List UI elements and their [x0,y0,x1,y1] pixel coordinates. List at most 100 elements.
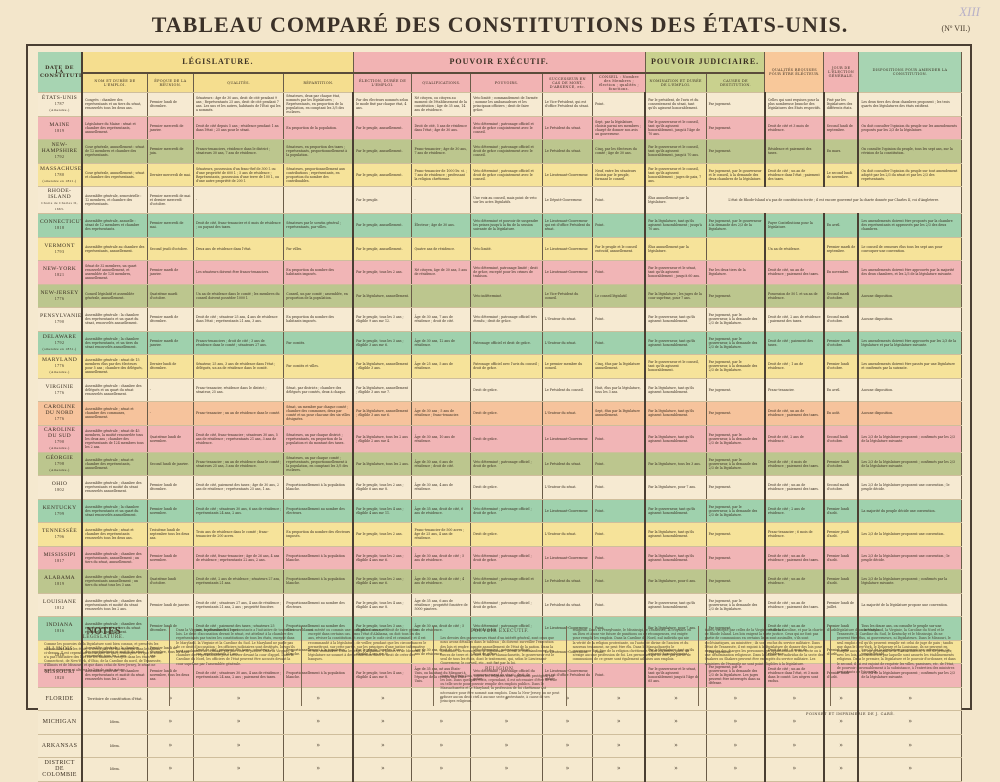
cell-elector-qualifications: Droit de cité, 2 ans de résidence. [764,425,825,453]
constitutions-table-container: DATE DE LA CONSTITUTION. LÉGISLATURE. PO… [38,52,963,782]
cell-placeholder: » [592,734,647,758]
cell-amendments: Aucune disposition. [858,307,963,332]
state-year: 1776 [54,363,65,369]
cell-amendments: On consulte l'opinion du peuple, tous le… [858,139,963,164]
cell-exec-powers: Patronage officiel avec l'avis du consei… [470,354,543,379]
cell-exec-council: Sept, par la législature, choisis parmi … [592,116,647,140]
cell-exec-qualifications: Droit de cité, 5 ans de résidence dans l… [411,116,472,140]
cell-amendments: Les 2/3 de la législature proposent une … [858,475,963,500]
cell-leg-qualifications: Deux ans de résidence dans l'état. [193,237,285,261]
cell-exec-qualifications: Né citoyen, ou citoyen au moment de l'ét… [411,92,472,117]
cell-placeholder: » [470,710,543,735]
table-row: INDIANA 1816 Assemblée générale ; chambre … [38,616,963,641]
state-cell: ILLINOIS 1818 [38,640,84,664]
cell-jud-removal: Par jugement, par le gouverneur, à la de… [706,307,766,332]
cell-elector-qualifications: Droit de cité ; un an de résidence ; pai… [764,475,825,500]
cell-exec-succession: Le Président du sénat. [542,139,594,164]
cell-leg-meeting: - [147,378,194,402]
cell-leg-apportionment: Sénateurs par le scrutin général ; repré… [283,213,355,238]
table-row: TENNESSÉE 1796 Assemblée générale ; sénat … [38,522,963,547]
cell-leg-meeting: Dernier mercredi de mai. [147,163,194,187]
leg-name-subheader: NOM ET DURÉE DE L'EMPLOI. [82,73,148,93]
cell-leg-meeting: Premier lundi de décembre. [147,92,194,117]
cell-leg-meeting: Premier mardi de décembre. [147,307,194,332]
cell-leg-name: Assemblée générale ; sénat et chambre de… [82,401,148,426]
state-name: VERMONT [44,242,75,249]
cell-amendments: On doit consulter l'opinion du peuple su… [858,116,963,140]
cell-exec-powers: Veto limité ; commandement de l'armée ; … [470,92,543,117]
cell-exec-succession: Le Lieutenant-Gouverneur, qui est d'offi… [542,663,594,688]
state-note: (Amendée.) [49,108,70,113]
state-cell: ÉTATS-UNIS 1787 (Amendée.) [38,92,84,117]
cell-placeholder: » [470,757,543,782]
cell-exec-election: Par le peuple, tous les 3 ans ; éligible… [353,331,413,355]
cell-exec-council: Point. [592,499,647,523]
cell-exec-council: Point. [592,213,647,238]
table-body: ÉTATS-UNIS 1787 (Amendée.) Congrès : chambr… [38,92,963,782]
cell-leg-apportionment: En proportion du nombre des habitants im… [283,260,355,285]
cell-elector-qualifications: Droit de cité, un an de résidence ; paie… [764,401,825,426]
table-row: VIRGINIE 1776 Assemblée générale : chambre… [38,378,963,402]
notes-column: ont mérité ou commis une faute ou un cri… [302,626,435,706]
cell-exec-succession: Le Président du sénat. [542,452,594,476]
notes-heading: LÉGISLATURE. [82,635,125,641]
cell-placeholder: » [147,734,194,758]
cell-general-elections: Premier mardi de septembre. [823,237,860,261]
state-note: (Amendée.) [49,445,70,450]
jud-nomination-subheader: NOMINATION ET DURÉE DE L'EMPLOI. [645,73,707,93]
cell-general-elections: En avril. [823,378,860,402]
cell-exec-election: Par le peuple. [353,186,413,214]
cell-leg-name: Assemblée générale, semestrielle : 12 me… [82,186,148,214]
cell-leg-apportionment [283,186,355,214]
cell-exec-council: Le conseil législatif. [592,284,647,308]
state-year: 1798 [54,460,65,466]
elector-qualifications-header: QUALITÉS REQUISES POUR ÊTRE ÉLECTEUR. [764,52,825,93]
cell-exec-succession: Le Lieutenant-Gouverneur. [542,260,594,285]
cell-exec-election: Par la législature, annuellement. [353,284,413,308]
table-row: CONNECTICUT 1818 Assemblée générale, annue… [38,213,963,238]
cell-jud-nomination: Par la législature, pour 7 ans. [645,616,707,641]
cell-leg-name: Assemblée générale : la chambre des repr… [82,307,148,332]
cell-placeholder: » [706,710,766,735]
cell-leg-qualifications: Francs-tenanciers, résidence dans le dis… [193,139,285,164]
cell-amendments: Aucune disposition. [858,284,963,308]
cell-exec-powers: Veto déterminé ; patronage officiel très… [470,307,543,332]
cell-jud-nomination: Par le gouverneur et le conseil, tant qu… [645,139,707,164]
cell-leg-name: Assemblée générale : sénat de 15 membres… [82,354,148,379]
cell-leg-name: Assemblée générale ; la chambre des repr… [82,640,148,664]
cell-leg-qualifications: Trois ans de résidence dans le comté ; f… [193,522,285,547]
cell-placeholder: » [592,687,647,711]
cell-elector-qualifications: Possession de 50 l. et un an de résidenc… [764,284,825,308]
cell-jud-removal: Par jugement. [706,475,766,500]
table-row: CAROLINE DU SUD 1790 (Amendée.) Assemblée g… [38,425,963,453]
cell-jud-nomination: Par la législature, tant qu'ils agissent… [645,640,707,664]
cell-leg-name: Assemblée générale ; sénat et chambre de… [82,522,148,547]
state-cell: ALABAMA 1819 [38,569,84,594]
cell-exec-succession: L'Orateur du sénat. [542,331,594,355]
cell-elector-qualifications: Franc-tenancier ; 6 mois de résidence. [764,522,825,547]
state-cell: KENTUCKY 1799 [38,499,84,523]
cell-exec-election: Par le peuple, tous les 2 ans. [353,522,413,547]
table-row: ÉTATS-UNIS 1787 (Amendée.) Congrès : chambr… [38,92,963,117]
cell-leg-apportionment: Par comtés et villes. [283,354,355,379]
cell-leg-apportionment: Sénateurs, un par chaque comté ; représe… [283,452,355,476]
cell-exec-qualifications: Âge de 30 ans, 12 ans de résidence. [411,331,472,355]
cell-leg-meeting: Premier lundi de novembre. [147,546,194,570]
cell-leg-qualifications: Droit de cité, paiement des taxes ; âge … [193,475,285,500]
cell-leg-meeting: Premier lundi de janvier. [147,593,194,617]
cell-exec-council: Point. [592,663,647,688]
state-cell: MAINE 1819 [38,116,84,140]
table-row: GÉORGIE 1798 (Amendée.) Assemblée générale … [38,452,963,476]
cell-placeholder: » [193,734,285,758]
state-year: 1816 [54,628,65,634]
cell-amendments: Les 2/3 de la législature proposent ; co… [858,663,963,688]
state-cell: VIRGINIE 1776 [38,378,84,402]
cell-leg-apportionment: Sénateurs, proportionnellement aux contr… [283,163,355,187]
leg-meeting-subheader: ÉPOQUE DE LA RÉUNION. [147,73,194,93]
table-row: NEW-HAMPSHIRE 1792 Cour générale, annuelle… [38,139,963,164]
state-year: 1802 [54,487,65,493]
cell-exec-election: Par le peuple, annuellement. [353,139,413,164]
cell-leg-qualifications: Droit de cité ; sénateurs 27 ans, 4 ans … [193,593,285,617]
cell-exec-powers: Veto limité. [470,237,543,261]
cell-jud-nomination: Par la législature, tant qu'ils agissent… [645,425,707,453]
